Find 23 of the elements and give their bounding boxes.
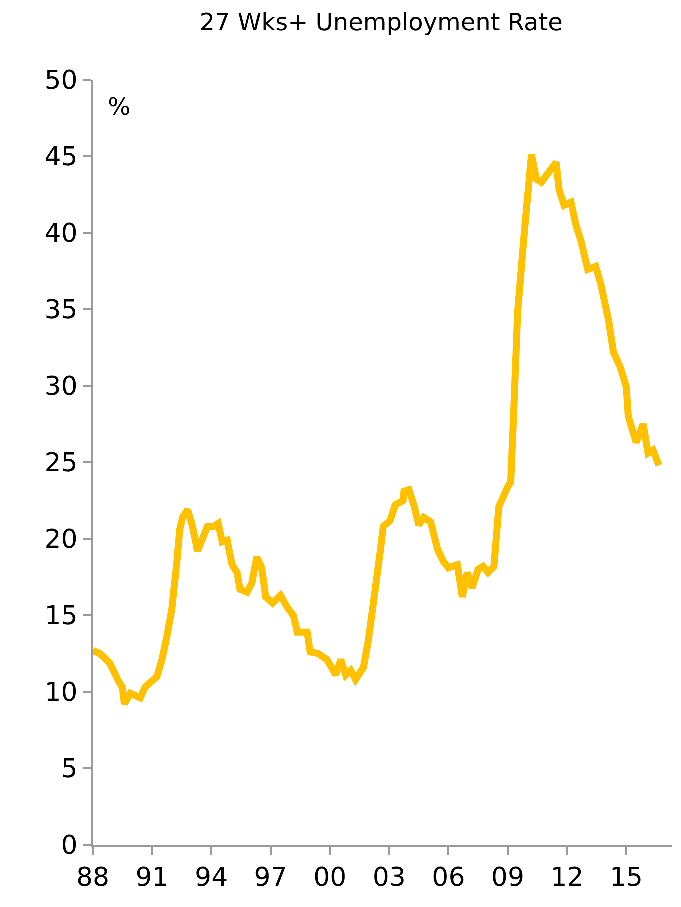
- x-tick-label: 94: [195, 863, 228, 894]
- y-tick-label: 5: [61, 754, 78, 785]
- x-tick-label: 88: [76, 863, 110, 894]
- x-tick-label: 03: [372, 863, 406, 894]
- y-axis-title: %: [108, 93, 131, 121]
- y-tick-label: 10: [44, 678, 78, 708]
- x-tick-label: 97: [254, 863, 288, 894]
- y-tick-label: 20: [44, 525, 78, 556]
- x-tick-label: 06: [432, 863, 466, 894]
- x-tick-label: 12: [550, 863, 584, 894]
- x-tick-label: 00: [314, 863, 347, 894]
- y-tick-label: 0: [61, 831, 78, 862]
- y-tick-label: 35: [44, 296, 78, 326]
- y-tick-label: 50: [44, 66, 78, 96]
- x-tick-label: 09: [491, 863, 525, 894]
- y-tick-label: 40: [44, 219, 78, 250]
- y-tick-label: 45: [44, 142, 78, 173]
- y-tick-label: 25: [44, 448, 78, 479]
- chart-title: 27 Wks+ Unemployment Rate: [200, 8, 563, 36]
- x-tick-label: 91: [136, 863, 169, 894]
- y-tick-label: 30: [44, 372, 78, 402]
- y-tick-label: 15: [44, 602, 78, 632]
- x-tick-label: 15: [610, 863, 644, 894]
